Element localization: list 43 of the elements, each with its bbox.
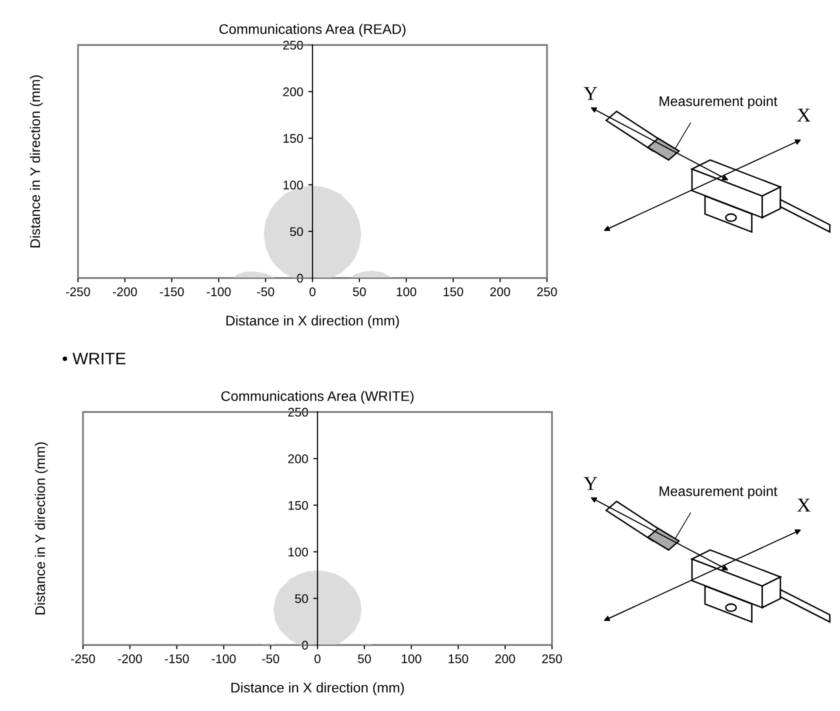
text: Y [584, 87, 598, 100]
x-tick-label: 200 [495, 654, 516, 664]
x-tick-label: -50 [257, 287, 274, 296]
text: Y [584, 477, 598, 490]
y-tick-label: 150 [288, 501, 308, 510]
x-tick-label: 50 [358, 654, 371, 664]
x-tick-label: 250 [542, 654, 562, 664]
x-axis-title: Distance in X direction (mm) [226, 315, 399, 328]
y-tick-label: 200 [283, 87, 303, 96]
x-tick-label: 200 [490, 287, 510, 296]
chart-title: Communications Area (READ) [219, 24, 406, 37]
x-tick-label: -100 [212, 654, 236, 664]
x-tick-label: -150 [160, 287, 184, 296]
y-tick-label: 100 [288, 548, 308, 556]
text: Measurement point [660, 486, 778, 499]
x-tick-label: -200 [112, 287, 137, 296]
x-tick-label: 150 [448, 654, 468, 664]
y-tick-label: 50 [290, 227, 303, 236]
y-tick-label: 150 [284, 134, 303, 143]
x-tick-label: 100 [396, 287, 416, 296]
x-tick-label: 150 [444, 287, 464, 296]
y-axis-title: Distance in Y direction (mm) [34, 442, 48, 614]
x-tick-label: 0 [314, 654, 320, 664]
y-tick-label: 50 [295, 594, 308, 604]
x-tick-label: 0 [310, 287, 316, 296]
x-tick-label: -100 [206, 287, 231, 296]
x-tick-label: -250 [71, 654, 96, 664]
x-tick-label: 100 [402, 654, 422, 664]
x-tick-label: -250 [66, 287, 90, 296]
text: Measurement point [660, 96, 778, 109]
text: X [797, 108, 810, 122]
x-tick-label: -50 [262, 654, 280, 664]
x-axis-title: Distance in X direction (mm) [231, 682, 404, 696]
chart-title: Communications Area (WRITE) [221, 390, 414, 404]
y-tick-label: 200 [288, 454, 308, 464]
text: • WRITE [62, 352, 126, 364]
y-tick-label: 100 [284, 180, 303, 190]
x-tick-label: -200 [118, 654, 142, 664]
x-tick-label: -150 [164, 654, 189, 664]
x-tick-label: 250 [537, 287, 557, 296]
y-axis-title: Distance in Y direction (mm) [30, 75, 43, 248]
text: X [797, 498, 810, 512]
x-tick-label: 50 [352, 287, 366, 296]
